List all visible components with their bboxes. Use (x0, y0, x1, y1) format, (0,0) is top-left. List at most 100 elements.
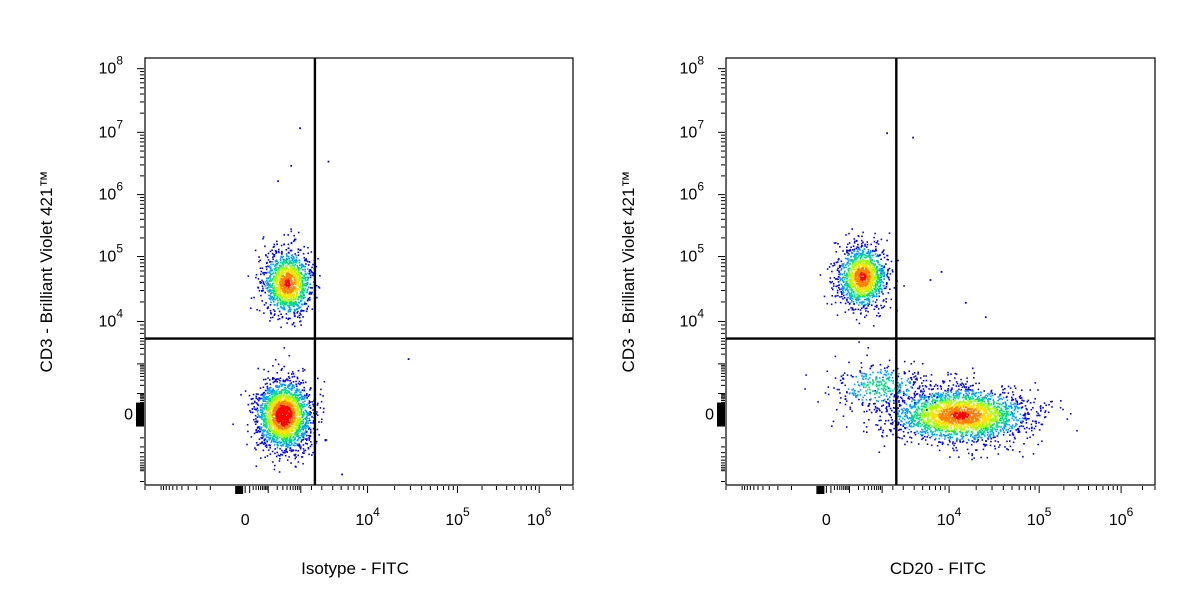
event-dot (862, 267, 864, 270)
event-dot (278, 392, 281, 395)
event-dot (308, 404, 311, 407)
event-dot (858, 267, 860, 270)
event-dot (278, 275, 280, 278)
event-dot (294, 412, 297, 415)
event-dot (297, 280, 300, 283)
event-dot (842, 298, 844, 300)
event-dot (276, 408, 279, 411)
event-dot (290, 421, 293, 423)
event-dot (265, 268, 268, 271)
event-dot (283, 306, 285, 309)
event-dot (286, 274, 289, 276)
event-dot (837, 281, 840, 283)
event-dot (852, 273, 854, 276)
event-dot (269, 272, 271, 275)
event-dot (863, 266, 866, 268)
event-dot (276, 281, 278, 284)
event-dot (299, 272, 302, 274)
event-dot (849, 280, 851, 283)
event-dot (272, 258, 274, 260)
event-dot (280, 255, 283, 258)
event-dot (290, 394, 292, 396)
event-dot (260, 415, 263, 418)
event-dot (269, 420, 271, 422)
event-dot (858, 266, 860, 269)
event-dot (294, 282, 296, 285)
event-dot (268, 402, 271, 404)
event-dot (291, 270, 293, 272)
event-dot (312, 403, 314, 406)
event-dot (871, 250, 874, 253)
event-dot (267, 395, 270, 398)
event-dot (305, 422, 308, 425)
event-dot (290, 411, 293, 413)
event-dot (274, 464, 276, 467)
event-dot (270, 434, 272, 437)
event-dot (847, 272, 850, 275)
event-dot (294, 298, 296, 300)
event-dot (305, 429, 307, 431)
event-dot (275, 455, 278, 458)
event-dot (286, 433, 288, 436)
event-dot (274, 292, 276, 295)
event-dot (281, 274, 283, 276)
event-dot (293, 268, 296, 271)
event-dot (284, 289, 286, 291)
event-dot (270, 401, 272, 404)
event-dot (293, 302, 296, 305)
event-dot (308, 417, 311, 420)
event-dot (264, 425, 266, 428)
event-dot (282, 301, 285, 303)
event-dot (309, 291, 311, 294)
event-dot (250, 436, 253, 438)
event-dot (284, 400, 286, 402)
event-dot (283, 243, 285, 245)
event-dot (278, 431, 281, 433)
event-dot (281, 303, 284, 305)
event-dot (294, 393, 296, 396)
event-dot (268, 417, 270, 419)
event-dot (275, 439, 277, 441)
event-dot (305, 259, 308, 262)
event-dot (854, 261, 857, 263)
event-dot (880, 275, 883, 278)
event-dot (867, 297, 870, 299)
event-dot (852, 263, 855, 265)
event-dot (304, 400, 306, 402)
event-dot (265, 418, 268, 421)
event-dot (864, 271, 866, 273)
event-dot (286, 255, 288, 257)
event-dot (840, 260, 843, 263)
event-dot (279, 258, 282, 260)
event-dot (847, 301, 849, 304)
event-dot (285, 394, 288, 396)
event-dot (273, 285, 275, 288)
event-dot (856, 264, 858, 266)
event-dot (278, 290, 281, 292)
event-dot (274, 435, 276, 438)
event-dot (296, 427, 299, 429)
event-dot (275, 391, 277, 393)
event-dot (279, 391, 282, 393)
event-dot (268, 284, 270, 287)
y-tick-label: 104 (99, 306, 124, 330)
event-dot (271, 431, 274, 433)
event-dot (286, 280, 289, 282)
event-dot (281, 383, 283, 386)
event-dot (297, 276, 300, 279)
event-dot (284, 431, 286, 433)
event-dot (274, 265, 276, 268)
event-dot (924, 439, 927, 441)
event-dot (852, 260, 854, 263)
event-dot (269, 399, 272, 401)
event-dot (842, 294, 845, 297)
event-dot (865, 293, 868, 295)
event-dot (873, 308, 876, 311)
event-dot (266, 427, 268, 429)
event-dot (845, 274, 847, 277)
event-dot (868, 277, 871, 279)
event-dot (309, 401, 311, 403)
x-tick-label: 104 (355, 505, 380, 529)
event-dot (290, 290, 293, 292)
event-dot (282, 417, 285, 419)
